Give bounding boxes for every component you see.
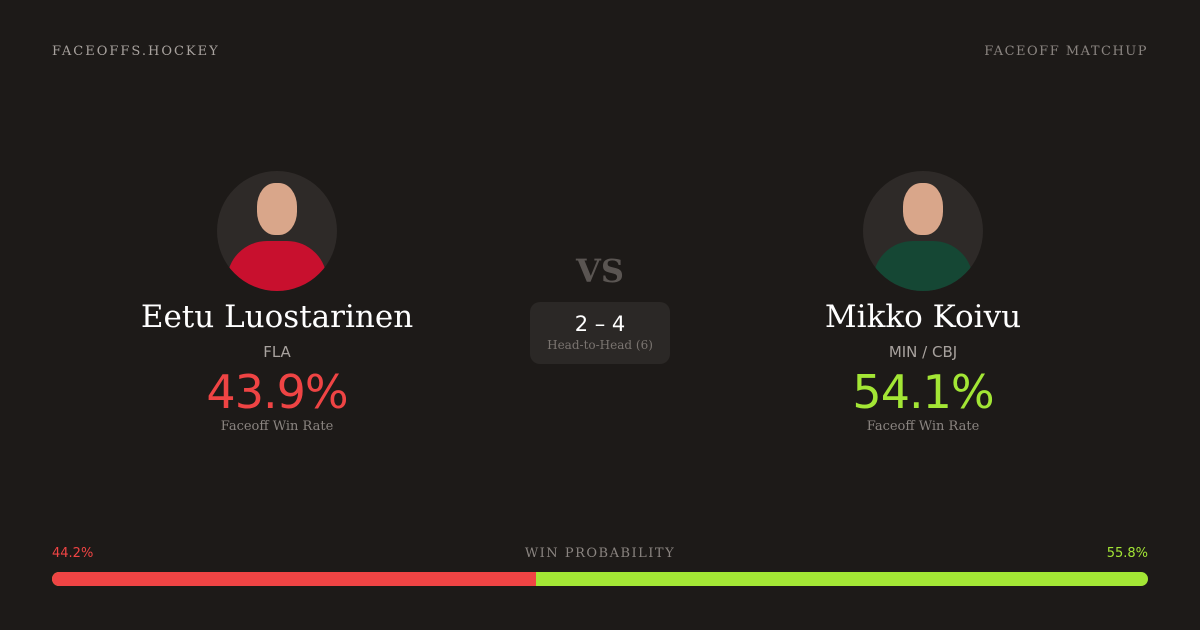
win-probability-label: WIN PROBABILITY (524, 546, 676, 561)
win-probability-header: 44.2% 55.8% WIN PROBABILITY (52, 546, 1148, 561)
left-probability-fill (52, 572, 537, 586)
right-probability: 55.8% (1106, 546, 1148, 561)
win-rate: 54.1% (852, 365, 994, 419)
win-probability-bar (52, 572, 1148, 586)
win-rate: 43.9% (206, 365, 348, 419)
page-type: FACEOFF MATCHUP (984, 44, 1148, 59)
player-avatar (863, 171, 983, 291)
player-team: MIN / CBJ (888, 343, 958, 361)
win-rate-label: Faceoff Win Rate (866, 419, 980, 434)
h2h-score: 2 – 4 (574, 312, 626, 336)
player-name: Eetu Luostarinen (140, 299, 414, 335)
player-avatar (217, 171, 337, 291)
player-team: FLA (263, 343, 291, 361)
player-name: Mikko Koivu (824, 299, 1022, 335)
head-to-head-box: 2 – 4 Head-to-Head (6) (530, 302, 670, 364)
brand-logo: FACEOFFS.HOCKEY (52, 44, 220, 59)
left-probability: 44.2% (52, 546, 94, 561)
player-card-right: Mikko Koivu MIN / CBJ 54.1% Faceoff Win … (723, 171, 1123, 434)
h2h-label: Head-to-Head (6) (547, 338, 653, 352)
vs-label: VS (576, 252, 624, 290)
player-card-left: Eetu Luostarinen FLA 43.9% Faceoff Win R… (77, 171, 477, 434)
win-rate-label: Faceoff Win Rate (220, 419, 334, 434)
